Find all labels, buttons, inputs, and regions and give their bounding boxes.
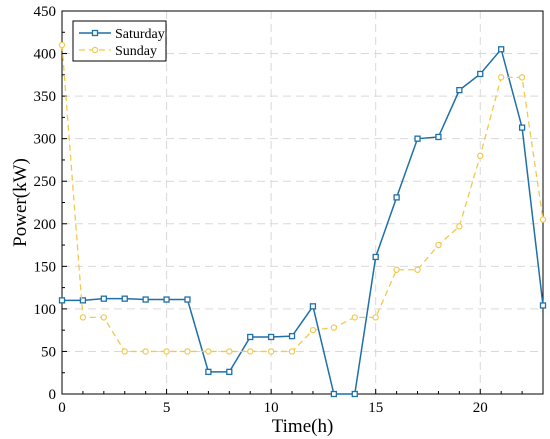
point-saturday [309, 303, 317, 310]
point-saturday [142, 296, 149, 303]
point-sunday [100, 314, 108, 321]
legend-marker-sunday [91, 46, 99, 54]
y-tick-label: 400 [34, 47, 57, 63]
point-saturday [539, 302, 547, 309]
point-sunday [58, 41, 66, 49]
point-saturday [435, 133, 442, 141]
point-saturday [330, 390, 338, 398]
y-tick-label: 0 [49, 387, 57, 403]
ticks: 0 50 100 150 200 250 300 350 400 450 0 5 10 15 20 [34, 4, 544, 416]
point-sunday [184, 348, 191, 355]
point-sunday [247, 348, 254, 355]
point-sunday [518, 74, 526, 81]
point-sunday [372, 314, 379, 321]
point-saturday [205, 368, 212, 376]
point-saturday [226, 368, 233, 376]
x-tick-label: 15 [368, 400, 383, 416]
point-saturday [184, 296, 191, 303]
point-sunday [163, 348, 170, 355]
legend: Saturday Sunday [72, 20, 167, 62]
point-saturday [163, 296, 170, 303]
point-sunday [288, 348, 296, 355]
point-saturday [100, 295, 107, 302]
x-tick-label: 5 [163, 400, 171, 416]
point-sunday [351, 314, 358, 321]
y-tick-label: 250 [34, 174, 57, 190]
point-sunday [456, 223, 463, 230]
point-sunday [539, 216, 547, 223]
legend-marker-saturday [91, 29, 99, 37]
axes [61, 10, 544, 395]
y-tick-label: 300 [34, 132, 57, 148]
point-saturday [288, 332, 296, 340]
point-saturday [267, 333, 275, 341]
point-sunday [121, 348, 128, 355]
point-sunday [477, 152, 484, 159]
series-line-saturday [62, 47, 544, 395]
point-sunday [205, 348, 212, 355]
y-tick-label: 450 [34, 4, 57, 20]
legend-box [72, 20, 167, 62]
point-saturday [393, 194, 400, 201]
x-tick-label: 0 [58, 400, 66, 416]
y-tick-label: 200 [34, 217, 57, 233]
x-tick-label: 20 [473, 400, 488, 416]
point-sunday [497, 74, 505, 81]
point-saturday [477, 70, 484, 78]
point-sunday [330, 324, 338, 331]
point-saturday [121, 295, 128, 302]
y-tick-label: 350 [34, 89, 57, 105]
point-sunday [414, 266, 421, 273]
point-sunday [142, 348, 149, 355]
grid [62, 11, 543, 394]
point-sunday [226, 348, 233, 355]
point-saturday [498, 46, 505, 53]
series-line-sunday [61, 44, 544, 353]
plot-frame [61, 10, 544, 395]
y-axis-label: Power(kW) [10, 158, 31, 247]
y-tick-label: 50 [41, 344, 56, 360]
legend-label-sunday: Sunday [115, 44, 157, 59]
legend-label-saturday: Saturday [115, 27, 165, 42]
point-sunday [309, 326, 317, 334]
point-sunday [79, 314, 87, 321]
point-saturday [456, 87, 463, 94]
y-tick-label: 150 [34, 259, 57, 275]
point-saturday [247, 333, 254, 341]
point-saturday [351, 390, 358, 398]
x-axis-label: Time(h) [272, 416, 334, 437]
series [58, 41, 547, 398]
point-saturday [372, 253, 379, 261]
point-saturday [518, 124, 526, 131]
point-saturday [58, 297, 66, 304]
point-sunday [267, 348, 275, 355]
point-sunday [393, 266, 400, 273]
y-tick-label: 100 [34, 302, 57, 318]
point-saturday [414, 135, 421, 142]
point-sunday [435, 241, 442, 249]
point-saturday [79, 297, 87, 304]
x-tick-label: 10 [264, 400, 279, 416]
